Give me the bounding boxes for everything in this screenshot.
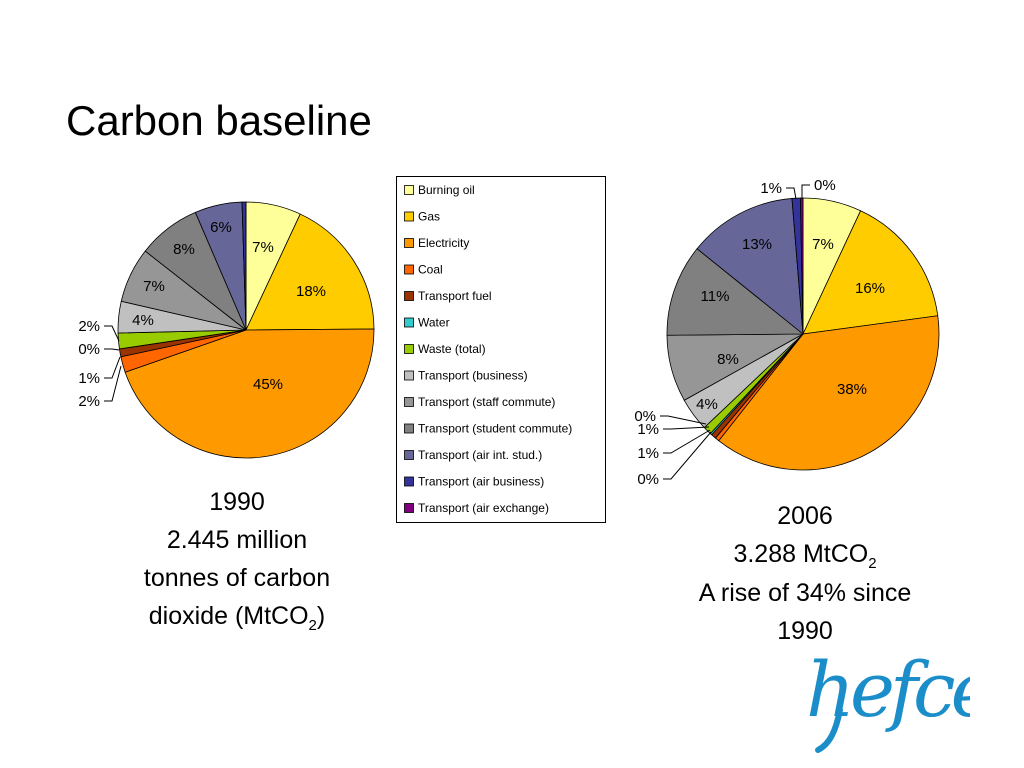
legend-label: Transport (staff commute) [418, 395, 555, 409]
leader-line [104, 365, 122, 402]
slice-label: 0% [78, 341, 100, 358]
legend-label: Transport (air business) [418, 475, 544, 489]
hefce-logo-text: hefce [806, 645, 970, 734]
legend-swatch [404, 317, 414, 328]
slice-label: 8% [717, 351, 739, 368]
slice-label: 8% [173, 241, 195, 258]
leader-line [663, 431, 712, 480]
slide-title: Carbon baseline [66, 97, 372, 144]
hefce-logo: hefce [806, 645, 970, 753]
legend-swatch [404, 344, 414, 354]
slice-label: 2% [78, 393, 100, 410]
legend-swatch [404, 503, 414, 513]
caption-1990-line-2: 2.445 million [166, 526, 308, 554]
slice-label: 2% [78, 318, 100, 335]
caption-2006-line-4: 1990 [777, 616, 833, 645]
slice-label: 0% [637, 471, 659, 488]
pie-slice-2006-9 [666, 248, 805, 336]
caption-2006: 2006 3.288 MtCO2 A rise of 34% since 199… [660, 497, 950, 650]
caption-2006-line-3: A rise of 34% since [698, 578, 912, 607]
legend-swatch [404, 291, 414, 301]
slice-label: 38% [837, 381, 867, 398]
slice-label: 18% [296, 283, 326, 300]
legend-swatch [404, 450, 414, 460]
caption-2006-line-1: 2006 [777, 502, 833, 530]
leader-line [801, 184, 810, 199]
pie-chart-2006: 7%16%38%0%1%1%0%4%8%11%13%1% 0% [634, 177, 940, 488]
slice-label: 7% [143, 278, 165, 295]
legend-label: Electricity [418, 236, 469, 250]
legend-swatch [404, 370, 414, 381]
leader-line [660, 415, 707, 425]
pie-slice-1990-1 [245, 213, 375, 331]
slice-label: 45% [253, 376, 283, 393]
pie-slice-2006-10 [696, 198, 804, 335]
leader-line [663, 426, 710, 430]
pie-slice-2006-2 [718, 315, 940, 471]
pie-slice-1990-2 [124, 328, 375, 459]
slice-label: 1% [637, 421, 659, 438]
slice-label: 7% [812, 236, 834, 253]
legend-label: Transport fuel [418, 289, 492, 303]
leader-line [104, 356, 121, 379]
legend-swatch [404, 264, 414, 275]
slice-label: 1% [78, 370, 100, 387]
caption-1990-line-1: 1990 [209, 488, 265, 516]
legend-label: Transport (student commute) [418, 422, 572, 436]
legend-label: Coal [418, 263, 443, 277]
slice-label: 11% [701, 288, 730, 305]
caption-1990-line-3: tonnes of carbon [143, 564, 331, 592]
caption-2006-line-2: 3.288 MtCO2 [733, 540, 877, 573]
legend-swatch [404, 397, 414, 407]
legend-swatch [404, 211, 414, 222]
legend-label: Transport (air exchange) [418, 501, 549, 515]
leader-line [104, 325, 120, 342]
slice-label: 0% [634, 408, 656, 425]
legend-swatch [404, 423, 414, 434]
slice-label: 4% [132, 312, 154, 329]
legend-label: Waste (total) [418, 342, 486, 356]
legend-swatch [404, 476, 414, 487]
slice-label: 4% [696, 396, 718, 413]
legend-label: Water [418, 316, 450, 330]
caption-1990-line-4: dioxide (MtCO2) [148, 602, 326, 634]
slice-label: 0% [814, 177, 836, 194]
leader-line [663, 429, 711, 454]
leader-line [104, 348, 120, 351]
slice-label: 1% [637, 445, 659, 462]
chart-legend: Burning oil Gas Electricity Coal Transport f… [396, 176, 606, 523]
pie-chart-1990: 7% 18% 45% 2% 1% 0% 2% 4% 7% 8% 6% [78, 201, 375, 459]
caption-1990: 1990 2.445 million tonnes of carbon diox… [92, 483, 382, 635]
slice-label: 16% [855, 280, 885, 297]
leader-line [786, 187, 797, 200]
legend-label: Transport (air int. stud.) [418, 448, 542, 462]
slice-label: 1% [760, 180, 782, 197]
slice-label: 7% [252, 239, 274, 256]
slice-label: 13% [742, 236, 772, 253]
legend-label: Burning oil [418, 183, 475, 197]
slice-label: 6% [210, 219, 232, 236]
legend-label: Gas [418, 210, 440, 224]
legend-label: Transport (business) [418, 369, 528, 383]
legend-swatch [404, 238, 414, 248]
legend-swatch [404, 185, 414, 195]
pie-slice-2006-1 [802, 210, 939, 335]
legend-frame [396, 176, 606, 523]
